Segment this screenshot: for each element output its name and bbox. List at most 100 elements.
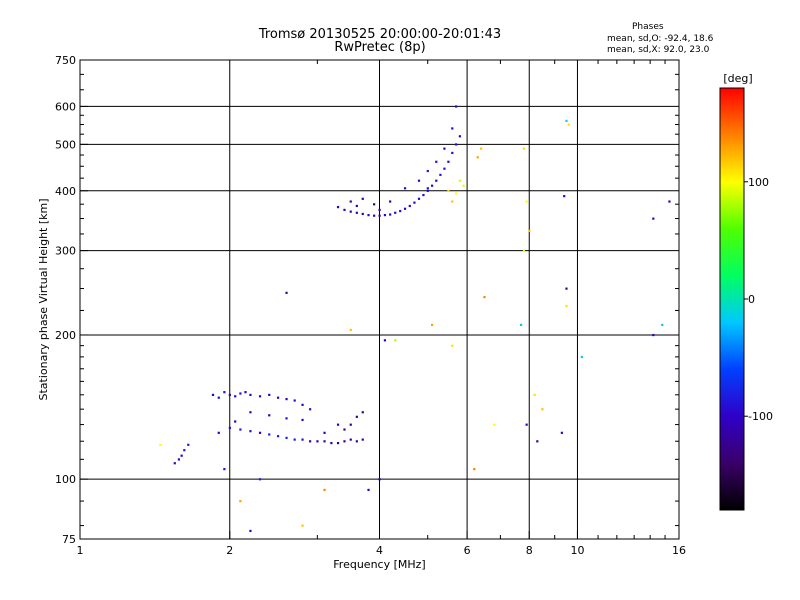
scatter-point [173, 462, 176, 465]
scatter-point [447, 189, 450, 192]
scatter-point [258, 431, 262, 434]
y-tick-label: 600 [55, 100, 76, 113]
scatter-point [349, 328, 352, 332]
scatter-point [180, 454, 183, 457]
scatter-point [373, 214, 376, 217]
scatter-point [426, 169, 429, 173]
scatter-point [455, 105, 458, 108]
x-axis-label: Frequency [MHz] [333, 558, 425, 571]
scatter-point [536, 440, 539, 443]
scatter-point [223, 468, 226, 471]
scatter-point [223, 391, 226, 394]
scatter-point [661, 323, 664, 327]
grid-lines [80, 60, 679, 539]
scatter-point [343, 440, 346, 443]
scatter-point [258, 478, 262, 481]
scatter-point [355, 204, 358, 208]
scatter-point [336, 423, 340, 426]
scatter-point [458, 135, 461, 138]
scatter-point [355, 211, 358, 214]
scatter-point [413, 201, 416, 204]
scatter-point [525, 423, 528, 426]
x-tick-label: 1 [77, 544, 84, 557]
colorbar-tick-label: -100 [748, 410, 773, 423]
scatter-point [455, 192, 458, 195]
colorbar-label: [deg] [723, 72, 752, 85]
scatter-point [447, 160, 450, 163]
phases-heading: Phases [632, 22, 664, 32]
scatter-point [389, 200, 392, 203]
scatter-point [301, 418, 304, 422]
scatter-point [451, 200, 454, 203]
scatter-point [349, 200, 352, 203]
scatter-point [378, 478, 381, 481]
scatter-point [378, 214, 381, 217]
scatter-point [443, 167, 446, 170]
scatter-point [533, 393, 536, 397]
scatter-point [522, 147, 525, 150]
scatter-point [565, 287, 568, 290]
y-tick-label: 200 [55, 329, 76, 342]
scatter-point [249, 529, 252, 533]
scatter-point [355, 440, 358, 443]
chart-subtitle: RwPretec (8p) [334, 40, 426, 55]
scatter-point [309, 408, 312, 411]
y-tick-label: 75 [62, 533, 76, 546]
x-tick-label: 10 [570, 544, 584, 557]
scatter-point [373, 203, 376, 206]
scatter-point [476, 156, 479, 159]
scatter-point [435, 179, 438, 182]
scatter-point [183, 449, 186, 452]
scatter-point [258, 395, 262, 398]
scatter-point [349, 438, 352, 441]
scatter-point [249, 430, 252, 433]
scatter-point [228, 393, 231, 397]
scatter-point [480, 147, 483, 150]
scatter-point [451, 127, 454, 130]
scatter-point [541, 408, 544, 411]
scatter-point [343, 428, 346, 431]
scatter-point [367, 488, 370, 492]
scatter-point [361, 197, 364, 200]
scatter-point [211, 393, 215, 397]
scatter-point [249, 393, 252, 397]
scatter-point [285, 417, 288, 420]
scatter-point [244, 391, 247, 394]
scatter-point [408, 204, 411, 208]
scatter-point [285, 291, 288, 294]
scatter-point [268, 393, 271, 397]
scatter-point [451, 151, 454, 155]
scatter-point [383, 339, 387, 342]
scatter-point [422, 193, 425, 197]
x-tick-label: 6 [464, 544, 471, 557]
scatter-point [565, 119, 568, 122]
x-mode-stats: mean, sd,X: 92.0, 23.0 [607, 45, 710, 55]
scatter-point [417, 179, 421, 182]
scatter-point [473, 468, 476, 471]
scatter-point [228, 426, 231, 430]
scatter-point [394, 211, 397, 214]
scatter-point [399, 209, 402, 213]
scatter-point [217, 431, 220, 434]
scatter-point [249, 411, 252, 414]
scatter-point [426, 187, 429, 190]
x-tick-label: 4 [376, 544, 383, 557]
scatter-point [462, 184, 465, 187]
chart-title: Tromsø 20130525 20:00:00-20:01:43 [258, 27, 502, 42]
scatter-point [285, 398, 288, 401]
x-tick-label: 8 [526, 544, 533, 557]
scatter-point [361, 212, 364, 216]
scatter-point [435, 160, 438, 163]
scatter-point [239, 500, 242, 503]
scatter-point [323, 431, 326, 434]
y-tick-label: 750 [55, 54, 76, 67]
scatter-point [389, 213, 392, 216]
scatter-point [652, 333, 655, 337]
scatter-point [323, 440, 326, 443]
scatter-point [361, 438, 364, 441]
y-tick-label: 500 [55, 138, 76, 151]
scatter-point [336, 205, 340, 209]
scatter-point [560, 431, 563, 434]
scatter-point [580, 355, 583, 359]
scatter-point [349, 423, 352, 426]
